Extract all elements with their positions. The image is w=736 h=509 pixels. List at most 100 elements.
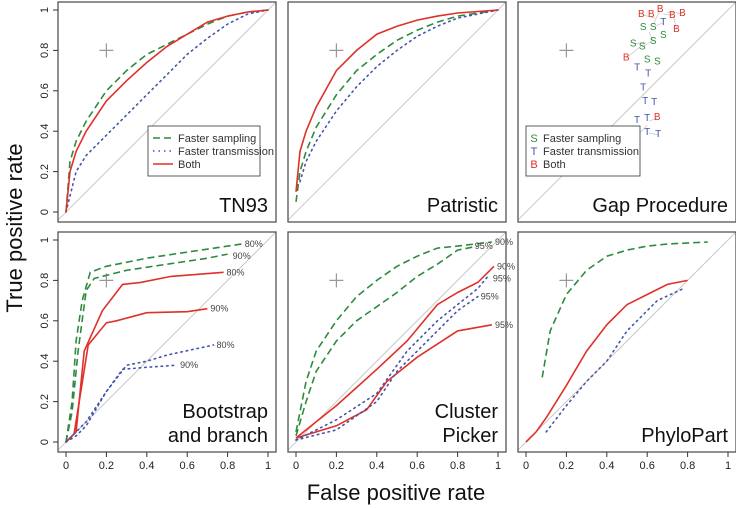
- y-tick-label: 0.8: [39, 273, 51, 288]
- series-line-transmission: [65, 364, 178, 443]
- scatter-point-both: B: [657, 4, 664, 15]
- scatter-point-transmission: T: [634, 115, 640, 126]
- threshold-label: 95%: [475, 241, 493, 251]
- legend-label-sampling: Faster sampling: [543, 133, 621, 145]
- x-tick-label: 0: [63, 460, 69, 472]
- panel-title: and branch: [168, 425, 268, 447]
- label-leader-line: [652, 9, 661, 25]
- scatter-point-transmission: T: [642, 96, 648, 107]
- legend-symbol-transmission: T: [531, 146, 538, 158]
- diagonal-reference-line: [517, 231, 736, 451]
- y-axis-title: True positive rate: [2, 143, 27, 312]
- label-leader-line: [626, 44, 644, 59]
- x-tick-label: 0.6: [410, 460, 425, 472]
- y-tick-label: 0.6: [39, 313, 51, 328]
- threshold-label: 90%: [497, 261, 515, 271]
- threshold-label: 80%: [216, 340, 234, 350]
- series-line-sampling: [65, 9, 269, 213]
- scatter-point-transmission: T: [634, 63, 640, 74]
- scatter-point-sampling: S: [650, 36, 657, 47]
- x-tick-label: 0.2: [559, 460, 574, 472]
- scatter-point-sampling: S: [639, 41, 646, 52]
- scatter-point-both: B: [638, 9, 645, 20]
- x-tick-label: 0.8: [220, 460, 235, 472]
- scatter-point-transmission: T: [645, 69, 651, 80]
- panel-gap-procedure: SSSSSSSSTTTTTTTTTTBBBBBBBBBGap Procedure…: [517, 1, 736, 223]
- reference-plus-marker: [99, 43, 114, 58]
- panel-frame: [287, 1, 507, 223]
- series-line-transmission: [65, 9, 269, 213]
- panel-frame: [57, 1, 277, 223]
- panel-cluster-picker: 0 0.2 0.4 0.6 0.8 190%95%90%95%95%95%ClusterP…: [287, 231, 515, 472]
- label-leader-line: [667, 11, 683, 14]
- legend-box: [147, 125, 261, 177]
- threshold-label: 80%: [245, 239, 263, 249]
- x-tick-label: 0.4: [139, 460, 154, 472]
- panel-title: TN93: [219, 195, 268, 217]
- panel-title: Picker: [442, 425, 498, 447]
- x-tick-label: 1: [495, 460, 501, 472]
- series-line-both: [525, 279, 688, 443]
- label-leader-line: [641, 14, 656, 19]
- x-axis-title: False positive rate: [307, 480, 486, 505]
- x-tick-label: 0.8: [680, 460, 695, 472]
- panel-frame: [517, 231, 736, 453]
- scatter-point-both: B: [673, 24, 680, 35]
- diagonal-reference-line: [517, 1, 736, 221]
- scatter-point-transmission: T: [640, 83, 646, 94]
- panel-title: Bootstrap: [182, 401, 268, 423]
- scatter-point-sampling: S: [640, 22, 647, 33]
- legend-label-sampling: Faster sampling: [178, 133, 256, 145]
- x-tick-label: 0.4: [369, 460, 384, 472]
- y-tick-label: 1: [39, 237, 51, 243]
- y-tick-label: 0: [39, 439, 51, 445]
- scatter-point-transmission: T: [651, 97, 657, 108]
- panel-phylopart: 0 0.2 0.4 0.6 0.8 1 PhyloPart: [517, 231, 736, 472]
- y-tick-label: 0.8: [39, 43, 51, 58]
- series-line-sampling: [295, 9, 499, 203]
- legend-label-both: Both: [178, 159, 201, 171]
- panel-tn93: 0 0.2 0.4 0.6 0.8 1 TN93 Faster samplingFaster …: [39, 1, 277, 223]
- x-tick-label: 0.4: [599, 460, 614, 472]
- series-line-both: [295, 265, 495, 439]
- reference-plus-marker: [329, 273, 344, 288]
- threshold-label: 95%: [493, 273, 511, 283]
- y-tick-label: 0.4: [39, 124, 51, 139]
- series-line-transmission: [65, 344, 215, 443]
- x-tick-label: 1: [725, 460, 731, 472]
- y-tick-label: 0.4: [39, 354, 51, 369]
- threshold-label: 95%: [481, 292, 499, 302]
- series-line-sampling: [541, 241, 708, 378]
- series-line-sampling: [65, 253, 228, 443]
- diagonal-reference-line: [287, 1, 507, 221]
- label-leader-line: [642, 40, 654, 48]
- panel-patristic: Patristic: [287, 1, 507, 223]
- series-line-transmission: [299, 9, 499, 183]
- x-tick-label: 0: [523, 460, 529, 472]
- legend-symbol-sampling: S: [530, 133, 537, 145]
- x-tick-label: 1: [265, 460, 271, 472]
- x-tick-label: 0.6: [180, 460, 195, 472]
- label-leader-line: [649, 132, 659, 136]
- threshold-label: 90%: [495, 237, 513, 247]
- x-tick-label: 0: [293, 460, 299, 472]
- label-leader-line: [673, 15, 677, 30]
- label-leader-line: [655, 22, 664, 27]
- legend-label-both: Both: [543, 159, 566, 171]
- threshold-label: 90%: [210, 304, 228, 314]
- x-tick-label: 0.8: [450, 460, 465, 472]
- panel-frame: [517, 1, 736, 223]
- y-tick-label: 0.2: [39, 164, 51, 179]
- scatter-point-both: B: [669, 10, 676, 21]
- scatter-point-both: B: [623, 52, 630, 63]
- panel-title: Cluster: [435, 401, 499, 423]
- scatter-point-sampling: S: [660, 30, 667, 41]
- scatter-point-transmission: T: [660, 17, 666, 28]
- series-line-transmission: [545, 287, 685, 433]
- legend-label-transmission: Faster transmission: [543, 146, 639, 158]
- reference-plus-marker: [559, 43, 574, 58]
- series-line-sampling: [295, 241, 492, 433]
- scatter-point-sampling: S: [650, 22, 657, 33]
